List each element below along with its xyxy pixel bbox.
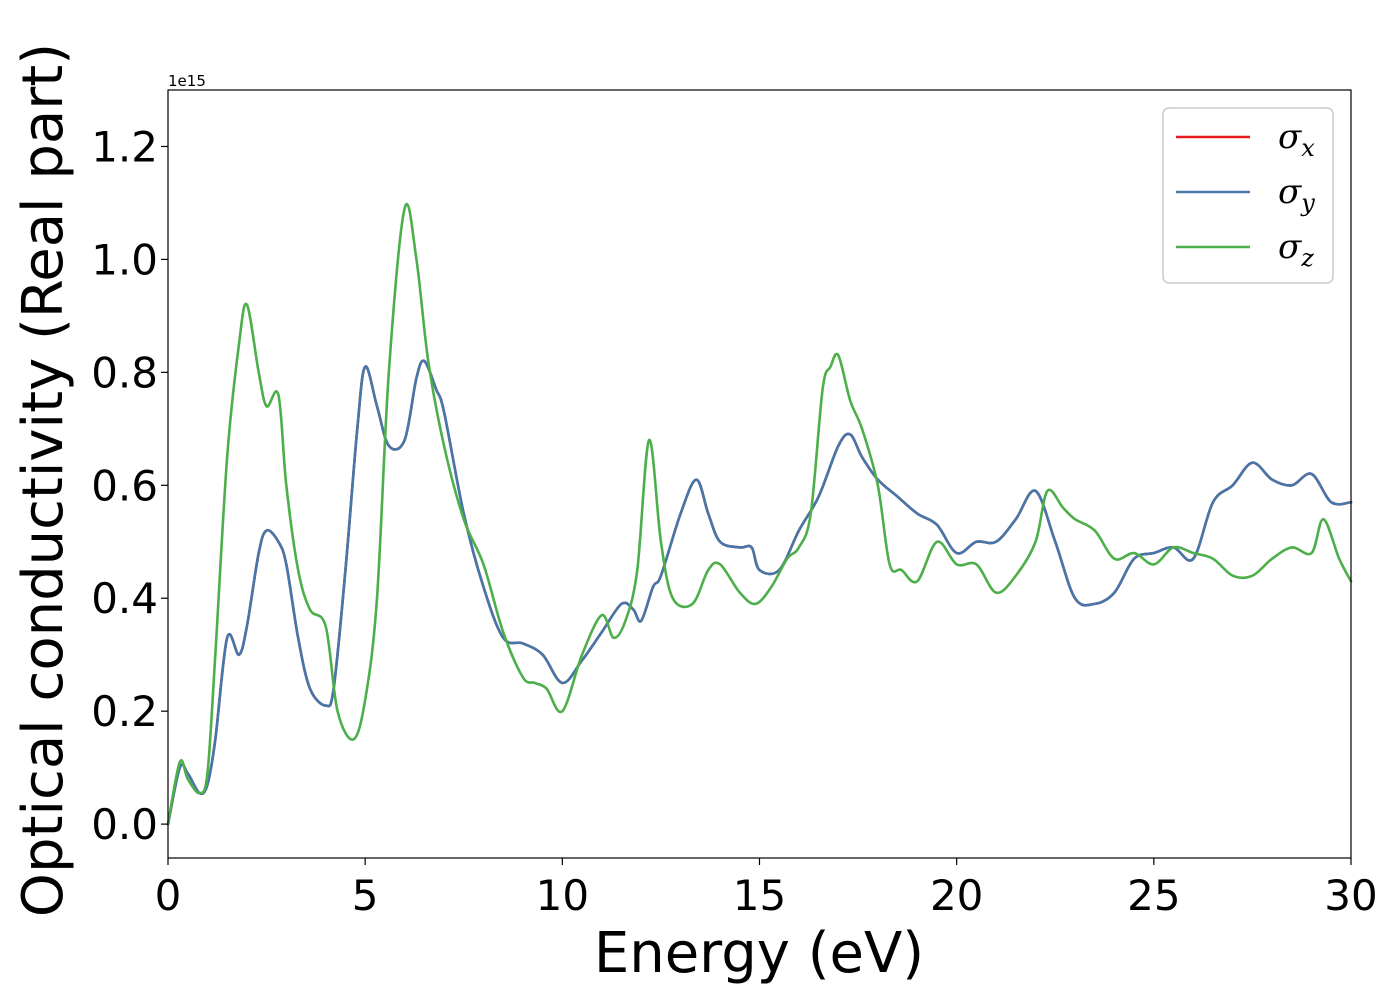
y-tick-label: 1.0 xyxy=(91,235,158,284)
series-line-z xyxy=(166,202,1353,826)
y-axis-title: Optical conductivity (Real part) xyxy=(11,43,76,917)
x-tick-label: 30 xyxy=(1324,871,1377,920)
y-tick-label: 0.4 xyxy=(91,574,158,623)
x-axis-title: Energy (eV) xyxy=(594,921,924,986)
plot-area xyxy=(168,90,1351,858)
x-axis: 0 5 10 15 20 25 30 xyxy=(155,858,1378,920)
y-tick-label: 0.2 xyxy=(91,687,158,736)
legend: σx σy σz xyxy=(1162,107,1334,284)
legend-label-z: σz xyxy=(1278,227,1314,272)
y-offset-label: 1e15 xyxy=(168,72,206,90)
x-tick-label: 5 xyxy=(352,871,379,920)
x-tick-label: 10 xyxy=(536,871,589,920)
series-layer xyxy=(166,202,1353,826)
y-tick-label: 0.0 xyxy=(91,800,158,849)
y-tick-label: 1.2 xyxy=(91,122,158,171)
legend-box xyxy=(1162,107,1334,284)
series-line-y xyxy=(166,359,1353,826)
x-tick-label: 20 xyxy=(930,871,983,920)
legend-label-x: σx xyxy=(1278,117,1315,162)
legend-label-y: σy xyxy=(1278,172,1315,217)
y-tick-label: 0.6 xyxy=(91,461,158,510)
plot-background xyxy=(168,90,1351,858)
x-tick-label: 25 xyxy=(1127,871,1180,920)
y-axis: 0.0 0.2 0.4 0.6 0.8 1.0 1.2 xyxy=(91,122,168,849)
x-tick-label: 15 xyxy=(733,871,786,920)
y-tick-label: 0.8 xyxy=(91,348,158,397)
x-tick-label: 0 xyxy=(155,871,182,920)
